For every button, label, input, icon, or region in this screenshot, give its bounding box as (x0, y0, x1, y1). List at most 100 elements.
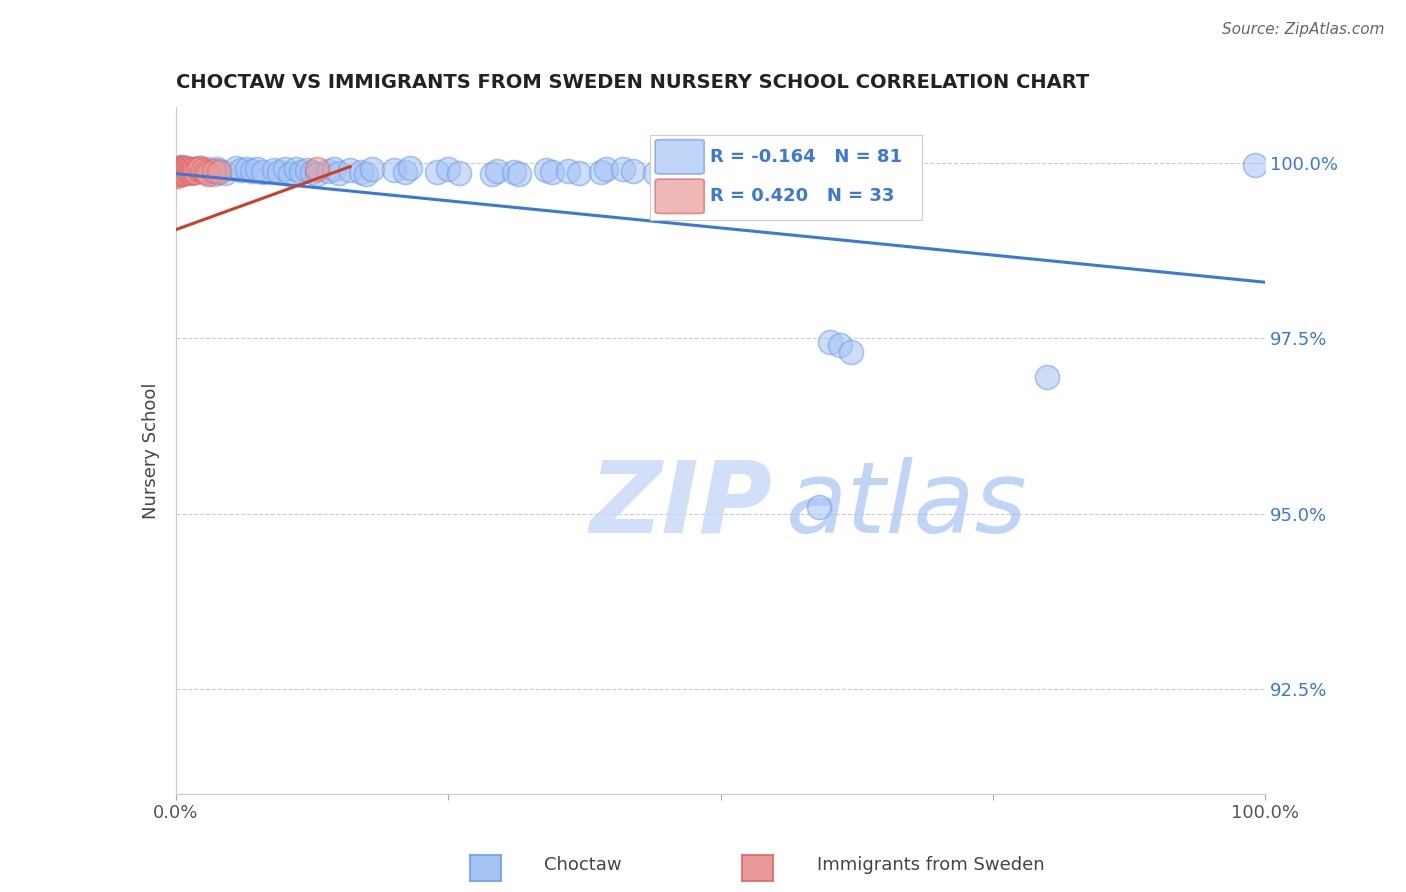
Point (557, 163, 579, 178)
Point (184, 165, 207, 179)
Point (170, 160, 193, 174)
Point (328, 166, 350, 180)
Point (225, 161, 247, 175)
Point (174, 161, 197, 175)
Point (399, 161, 422, 175)
Point (181, 161, 204, 176)
Point (166, 163, 188, 178)
Text: ZIP: ZIP (591, 457, 773, 554)
Point (172, 161, 194, 175)
Point (170, 163, 193, 178)
Point (307, 161, 329, 176)
Point (269, 165, 291, 179)
Point (181, 164, 204, 178)
Text: atlas: atlas (786, 457, 1028, 554)
Point (534, 163, 557, 178)
Point (240, 163, 263, 178)
Point (322, 161, 344, 176)
Point (195, 164, 218, 178)
Point (263, 163, 285, 178)
Point (231, 163, 253, 178)
Text: Choctaw: Choctaw (544, 856, 621, 874)
Point (621, 163, 644, 178)
Point (173, 166, 195, 180)
Point (356, 167, 378, 181)
Point (830, 338, 852, 352)
Point (568, 166, 591, 180)
Point (170, 163, 193, 178)
Point (176, 163, 198, 178)
Point (180, 166, 202, 180)
FancyBboxPatch shape (655, 179, 704, 213)
Point (195, 165, 218, 179)
Point (426, 164, 449, 178)
Point (235, 161, 257, 176)
Point (191, 163, 214, 178)
Point (174, 163, 197, 178)
Point (208, 163, 231, 178)
Point (540, 165, 562, 179)
Point (170, 167, 193, 181)
Point (307, 167, 329, 181)
Point (167, 162, 190, 177)
Point (290, 164, 312, 178)
Point (166, 163, 188, 178)
Text: R = 0.420   N = 33: R = 0.420 N = 33 (710, 187, 894, 205)
Point (176, 164, 198, 178)
Point (177, 163, 200, 178)
Point (172, 164, 194, 178)
Point (169, 162, 191, 177)
Point (177, 161, 200, 176)
Point (274, 161, 297, 176)
Point (184, 162, 207, 177)
Point (278, 167, 301, 181)
Point (173, 163, 195, 178)
Point (167, 164, 190, 178)
Point (172, 161, 194, 176)
Point (197, 162, 219, 177)
Point (360, 162, 382, 177)
Point (172, 162, 194, 177)
Point (447, 166, 470, 180)
Point (807, 500, 830, 514)
Point (350, 164, 373, 178)
Point (246, 162, 269, 177)
Point (169, 161, 191, 175)
Point (186, 162, 209, 177)
Point (589, 164, 612, 178)
Point (167, 164, 190, 178)
Point (181, 164, 204, 178)
Point (486, 163, 509, 178)
Point (644, 166, 666, 180)
Point (166, 167, 188, 181)
Point (214, 166, 236, 180)
Point (197, 167, 219, 181)
Point (181, 163, 204, 178)
Point (202, 163, 225, 178)
Point (612, 161, 634, 176)
Point (167, 165, 190, 179)
Point (481, 167, 503, 181)
Point (382, 163, 405, 178)
Point (186, 163, 209, 178)
Text: R = -0.164   N = 81: R = -0.164 N = 81 (710, 148, 901, 166)
Point (1243, 157, 1265, 171)
Point (188, 161, 211, 175)
Point (841, 345, 863, 359)
Point (339, 163, 361, 178)
Point (167, 167, 190, 181)
Text: Immigrants from Sweden: Immigrants from Sweden (817, 856, 1045, 874)
Point (172, 167, 194, 181)
Point (202, 167, 225, 181)
Point (502, 164, 524, 178)
Point (167, 161, 190, 176)
Point (167, 161, 190, 175)
Point (177, 165, 200, 179)
Point (1036, 369, 1059, 384)
Point (173, 161, 195, 175)
Point (208, 165, 231, 179)
Point (394, 165, 416, 179)
Text: Source: ZipAtlas.com: Source: ZipAtlas.com (1222, 22, 1385, 37)
Point (183, 161, 205, 176)
Point (508, 167, 530, 181)
